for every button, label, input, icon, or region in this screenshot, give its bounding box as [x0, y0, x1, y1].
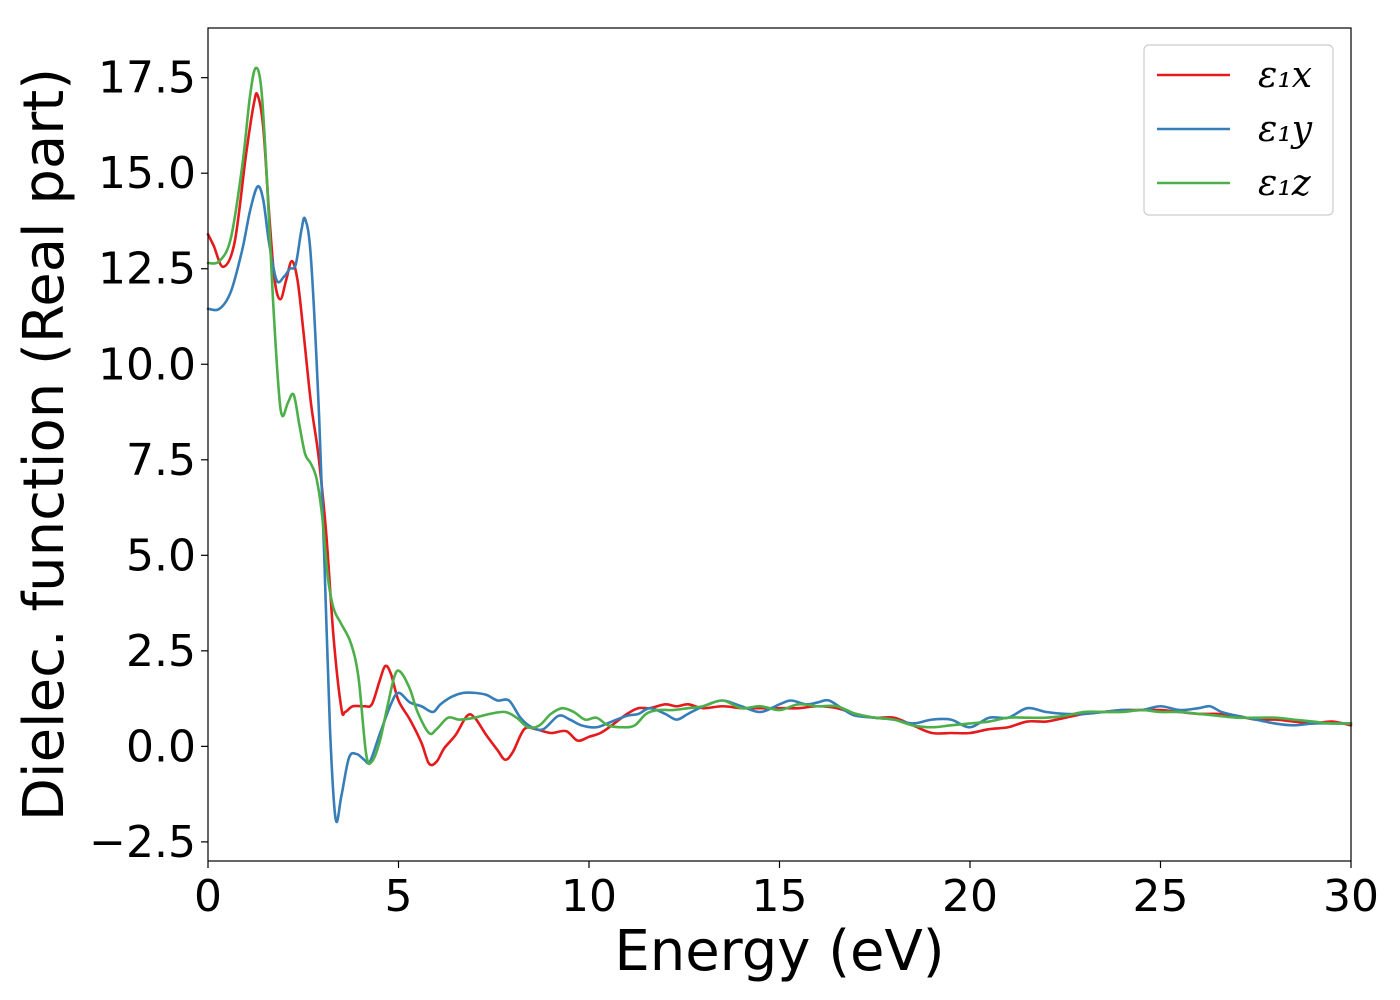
x-tick-label: 0: [194, 871, 222, 922]
y-tick-label: 15.0: [98, 148, 196, 199]
legend-label: ε₁y: [1258, 109, 1313, 150]
y-tick-label: 10.0: [98, 339, 196, 390]
x-tick-label: 30: [1323, 871, 1379, 922]
x-axis-title: Energy (eV): [614, 919, 944, 984]
x-tick-label: 5: [385, 871, 413, 922]
legend: ε₁x ε₁y ε₁z: [1143, 44, 1334, 216]
y-tick-label: 5.0: [126, 530, 196, 581]
legend-label: ε₁x: [1258, 55, 1312, 96]
y-axis-title: Dielec. function (Real part): [12, 68, 77, 821]
y-tick-label: 17.5: [98, 53, 196, 104]
series-layer: [206, 66, 1353, 823]
series-line-2: [206, 66, 1353, 766]
x-tick-label: 20: [942, 871, 998, 922]
y-tick-label: 0.0: [126, 721, 196, 772]
series-line-0: [206, 92, 1353, 767]
y-tick-label: −2.5: [89, 817, 196, 868]
x-tick-label: 15: [752, 871, 808, 922]
legend-frame: [1143, 44, 1334, 216]
y-tick-label: 2.5: [126, 626, 196, 677]
x-axis: 0 5 10 15 20 25 30: [194, 861, 1379, 922]
y-axis: −2.5 0.0 2.5 5.0 7.5 10.0 12.5 15.0 17.5: [89, 53, 208, 868]
y-tick-label: 12.5: [98, 244, 196, 295]
legend-label: ε₁z: [1258, 163, 1312, 204]
y-tick-label: 7.5: [126, 435, 196, 486]
series-line-1: [206, 184, 1353, 823]
x-tick-label: 10: [561, 871, 617, 922]
legend-items: ε₁x ε₁y ε₁z: [1157, 55, 1313, 204]
x-tick-label: 25: [1133, 871, 1189, 922]
